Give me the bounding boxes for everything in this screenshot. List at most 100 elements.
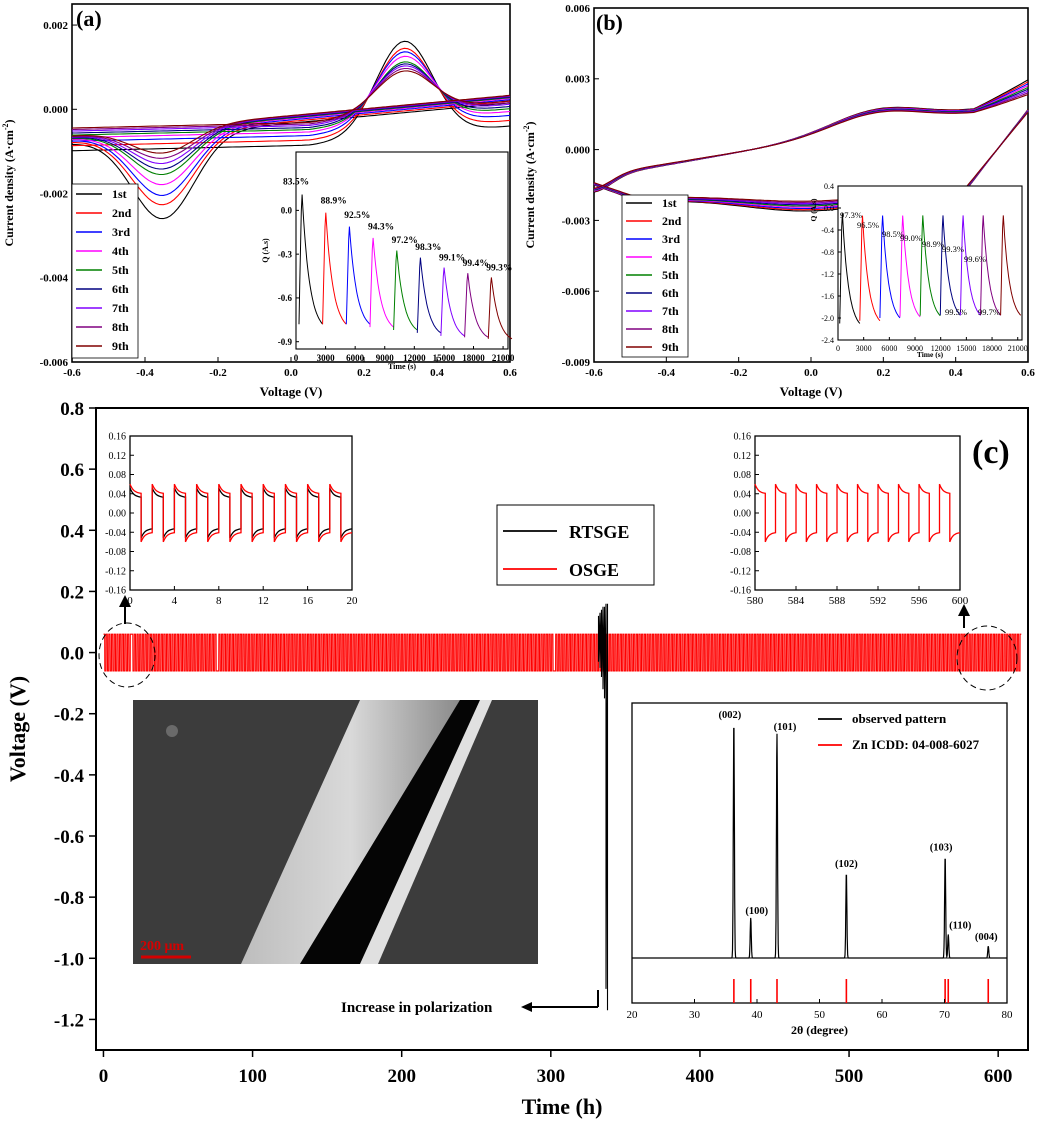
a-inset-annotation: 99.3% bbox=[486, 264, 512, 274]
c-x-tick-label: 300 bbox=[537, 1066, 566, 1087]
sem-edge-strip bbox=[360, 700, 492, 964]
b-x-tick-label: 0.2 bbox=[876, 367, 890, 379]
b-legend-label: 4th bbox=[662, 250, 679, 264]
a-inset-x-tick-label: 21000 bbox=[492, 353, 515, 363]
sem-zinc-layer bbox=[241, 700, 460, 964]
sem-gap bbox=[300, 700, 480, 964]
b-inset-annotation: 99.3% bbox=[942, 244, 964, 254]
b-legend-label: 8th bbox=[662, 322, 679, 336]
c-zoom-circle-right bbox=[956, 625, 1018, 691]
xrd-x-tick-label: 30 bbox=[689, 1009, 701, 1021]
b-inset-cycle bbox=[1000, 215, 1022, 316]
xrd-observed-pattern bbox=[632, 727, 1007, 959]
a-series-3rd-reverse bbox=[72, 99, 511, 196]
c-inset-right-y-tick-label: -0.04 bbox=[730, 528, 751, 539]
a-inset-y-tick-label: 0.0 bbox=[281, 206, 293, 216]
b-inset-cycle bbox=[939, 215, 961, 316]
b-legend-label: 7th bbox=[662, 304, 679, 318]
b-legend-label: 2nd bbox=[662, 214, 682, 228]
xrd-peak-label: (002) bbox=[719, 710, 742, 721]
c-inset-right-y-tick-label: -0.12 bbox=[730, 566, 751, 577]
c-inset-right-x-tick-label: 580 bbox=[747, 595, 764, 607]
b-inset-annotation: 99.6% bbox=[964, 254, 986, 264]
a-x-tick-label: 0.0 bbox=[284, 367, 298, 379]
a-inset-x-tick-label: 0 bbox=[294, 353, 299, 363]
a-legend-label: 3rd bbox=[112, 225, 130, 239]
c-polarization-annotation: Increase in polarization bbox=[341, 1000, 493, 1016]
b-y-axis-title-sup: -2 bbox=[522, 125, 531, 132]
b-inset-annotation: 98.9% bbox=[922, 239, 944, 249]
c-x-tick-label: 0 bbox=[99, 1066, 109, 1087]
a-legend-label: 9th bbox=[112, 339, 129, 353]
b-inset-cycle bbox=[899, 215, 921, 318]
a-legend-label: 2nd bbox=[112, 206, 132, 220]
a-y-tick-label: -0.006 bbox=[40, 357, 69, 369]
c-series-OSGE bbox=[103, 633, 1022, 672]
a-series-5th-reverse bbox=[71, 97, 511, 176]
c-y-tick-label: -1.0 bbox=[54, 949, 84, 970]
b-inset-x-tick-label: 12000 bbox=[931, 344, 951, 353]
a-legend-label: 6th bbox=[112, 282, 129, 296]
a-x-tick-label: 0.6 bbox=[503, 367, 517, 379]
c-inset-right-y-tick-label: 0.16 bbox=[734, 432, 752, 443]
a-inset-annotation: 98.3% bbox=[415, 243, 441, 253]
c-y-tick-label: -0.2 bbox=[54, 705, 84, 726]
a-inset-annotation: 99.4% bbox=[463, 259, 489, 269]
c-inset-left-y-tick-label: 0.16 bbox=[109, 432, 127, 443]
xrd-peak-label: (100) bbox=[745, 906, 768, 917]
a-series-9th-forward bbox=[71, 70, 511, 129]
c-y-tick-label: -0.8 bbox=[54, 888, 84, 909]
a-x-tick-label: 0.2 bbox=[357, 367, 371, 379]
a-inset-y-tick-label: -0.6 bbox=[278, 293, 293, 303]
c-inset-right-series-OSGE bbox=[754, 483, 961, 543]
b-inset-axes-frame bbox=[837, 185, 1023, 341]
c-inset-left-x-tick-label: 8 bbox=[216, 595, 222, 607]
c-series-RTSGE-failure bbox=[597, 603, 609, 1011]
c-x-tick-label: 600 bbox=[984, 1066, 1013, 1087]
a-series-4th-reverse bbox=[72, 97, 511, 186]
c-inset-right-x-tick-label: 596 bbox=[911, 595, 928, 607]
c-inset-left-y-tick-label: -0.08 bbox=[105, 547, 126, 558]
a-inset-x-tick-label: 9000 bbox=[376, 353, 395, 363]
c-inset-right-x-tick-label: 600 bbox=[952, 595, 969, 607]
sem-particle bbox=[166, 725, 178, 737]
b-legend-label: 5th bbox=[662, 268, 679, 282]
b-legend-label: 3rd bbox=[662, 232, 680, 246]
b-inset-cycle bbox=[919, 215, 941, 317]
a-legend-label: 8th bbox=[112, 320, 129, 334]
a-inset-cycle bbox=[369, 237, 394, 328]
c-inset-left-y-tick-label: -0.04 bbox=[105, 528, 126, 539]
b-inset-y-tick-label: 0.0 bbox=[824, 204, 834, 213]
b-y-axis-title-main: Current density (A·cm bbox=[523, 132, 537, 248]
b-inset-x-tick-label: 15000 bbox=[956, 344, 976, 353]
xrd-legend-reference: Zn ICDD: 04-008-6027 bbox=[852, 737, 980, 752]
b-y-axis-title-tail: ) bbox=[523, 121, 537, 125]
b-x-tick-label: 0.6 bbox=[1021, 367, 1035, 379]
b-inset-y-tick-label: -0.8 bbox=[821, 248, 834, 257]
b-y-axis-title: Current density (A·cm-2) bbox=[522, 121, 537, 248]
b-legend-label: 1st bbox=[662, 196, 677, 210]
b-x-tick-label: -0.4 bbox=[658, 367, 676, 379]
c-inset-left-y-tick-label: 0.04 bbox=[109, 489, 127, 500]
xrd-frame bbox=[631, 702, 1008, 1004]
b-inset-x-tick-label: 3000 bbox=[856, 344, 872, 353]
c-inset-right-x-tick-label: 592 bbox=[870, 595, 887, 607]
xrd-x-tick-label: 40 bbox=[752, 1009, 764, 1021]
a-legend-label: 5th bbox=[112, 263, 129, 277]
c-y-tick-label: 0.2 bbox=[60, 582, 84, 603]
c-inset-right-x-tick-label: 584 bbox=[788, 595, 805, 607]
a-inset-cycle bbox=[440, 267, 465, 337]
a-inset-y-title: Q (A.s) bbox=[261, 238, 270, 263]
b-y-tick-label: -0.003 bbox=[562, 215, 591, 227]
a-inset-cycle bbox=[464, 273, 489, 338]
b-inset-y-tick-label: -0.4 bbox=[821, 226, 834, 235]
a-inset-annotation: 97.2% bbox=[392, 236, 418, 246]
a-x-tick-label: -0.6 bbox=[63, 367, 81, 379]
c-x-axis-title: Time (h) bbox=[522, 1094, 603, 1119]
c-x-tick-label: 100 bbox=[238, 1066, 267, 1087]
b-inset-cycle bbox=[980, 215, 1001, 316]
c-legend-box bbox=[496, 504, 655, 586]
c-inset-left-x-tick-label: 20 bbox=[347, 595, 359, 607]
c-x-tick-label: 500 bbox=[835, 1066, 864, 1087]
a-inset-annotation: 92.5% bbox=[344, 211, 370, 221]
